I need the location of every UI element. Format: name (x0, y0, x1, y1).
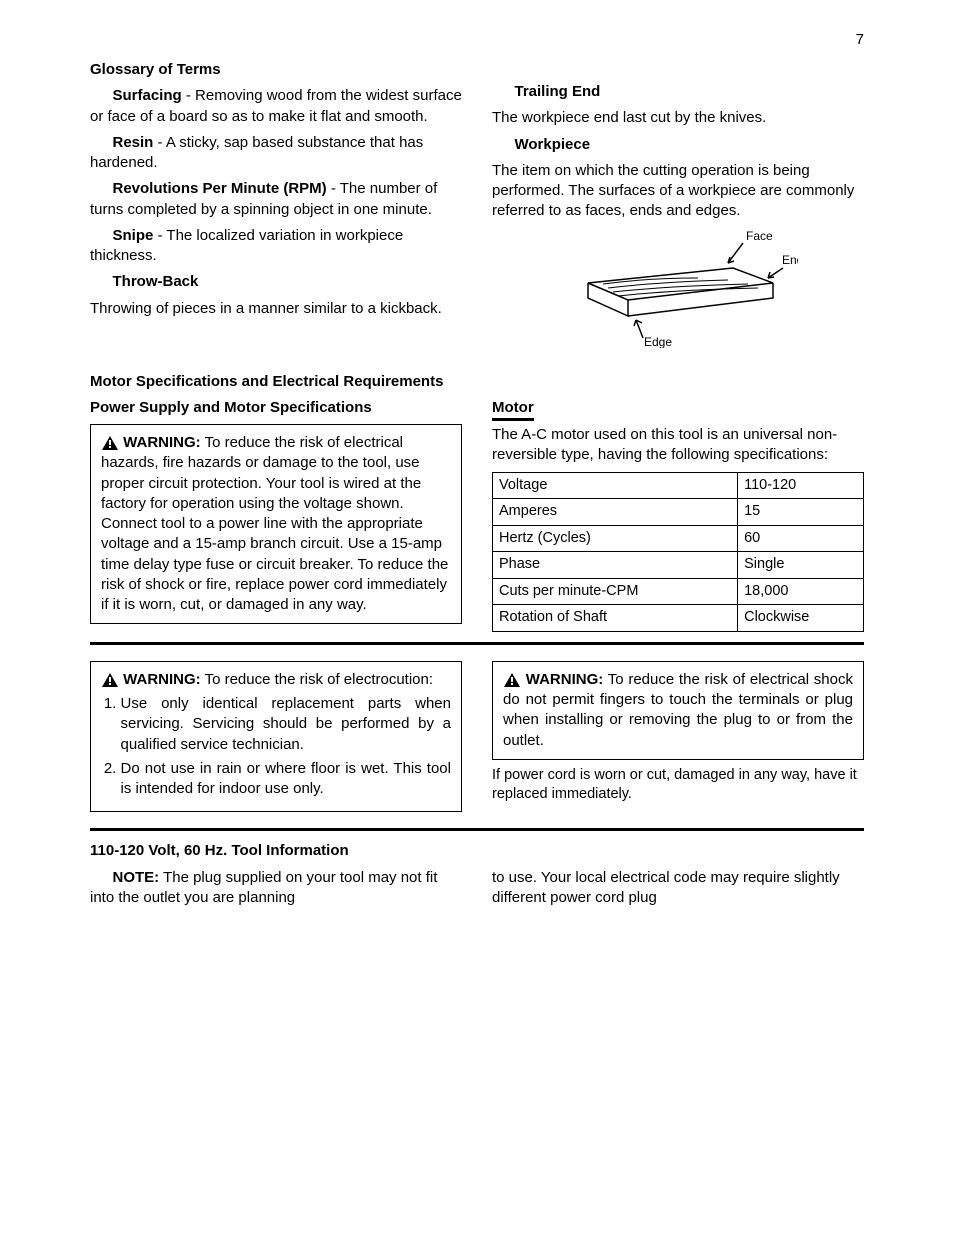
after-box3-text: If power cord is worn or cut, damaged in… (492, 766, 864, 805)
warning-box-1-text: To reduce the risk of electrical hazards… (101, 434, 448, 613)
table-row: Amperes15 (493, 499, 864, 526)
warning-label: WARNING: (526, 671, 604, 688)
motor-section-title: Motor Specifications and Electrical Requ… (90, 372, 864, 392)
warning-box-2-lead: To reduce the risk of electrocution: (205, 671, 433, 688)
bottom-left-text: NOTE: The plug supplied on your tool may… (90, 868, 462, 909)
table-row: PhaseSingle (493, 552, 864, 579)
diagram-label-end: End (782, 253, 798, 267)
warning-box-2: WARNING: To reduce the risk of electrocu… (90, 661, 462, 813)
term-throwback-cont: Throwing of pieces in a manner similar t… (90, 299, 462, 319)
glossary-title: Glossary of Terms (90, 60, 462, 80)
term-rpm: Revolutions Per Minute (RPM) - The numbe… (90, 179, 462, 220)
term-trailing-end-def: The workpiece end last cut by the knives… (492, 108, 864, 128)
list-item: Use only identical replacement parts whe… (121, 694, 452, 755)
warning-label: WARNING: (123, 671, 201, 688)
diagram-label-edge: Edge (644, 335, 672, 348)
connections-title: 110-120 Volt, 60 Hz. Tool Information (90, 841, 864, 861)
workpiece-diagram: Face End Edge (558, 228, 798, 348)
warning-icon (101, 672, 119, 688)
term-trailing-end: Trailing End (492, 82, 864, 102)
warning-label: WARNING: (123, 434, 201, 451)
diagram-label-face: Face (746, 229, 773, 243)
term-workpiece-def: The item on which the cutting operation … (492, 161, 864, 222)
table-row: Cuts per minute-CPM18,000 (493, 578, 864, 605)
divider (90, 828, 864, 831)
page-number: 7 (856, 30, 864, 50)
divider (90, 642, 864, 645)
warning-icon (503, 672, 521, 688)
list-item: Do not use in rain or where floor is wet… (121, 759, 452, 800)
motor-intro: The A-C motor used on this tool is an un… (492, 425, 864, 466)
table-row: Hertz (Cycles)60 (493, 525, 864, 552)
bottom-right-text: to use. Your local electrical code may r… (492, 868, 864, 909)
warning-box-3: WARNING: To reduce the risk of electrica… (492, 661, 864, 760)
warning-box-1: WARNING: To reduce the risk of electrica… (90, 424, 462, 624)
term-snipe: Snipe - The localized variation in workp… (90, 226, 462, 267)
power-supply-title: Power Supply and Motor Specifications (90, 398, 462, 418)
term-workpiece: Workpiece (492, 135, 864, 155)
term-resin: Resin - A sticky, sap based substance th… (90, 133, 462, 174)
table-row: Voltage110-120 (493, 472, 864, 499)
motor-heading: Motor (492, 398, 534, 421)
table-row: Rotation of ShaftClockwise (493, 605, 864, 632)
warning-icon (101, 435, 119, 451)
motor-spec-table: Voltage110-120 Amperes15 Hertz (Cycles)6… (492, 472, 864, 632)
term-throwback: Throw-Back (90, 272, 462, 292)
term-surfacing: Surfacing - Removing wood from the wides… (90, 86, 462, 127)
